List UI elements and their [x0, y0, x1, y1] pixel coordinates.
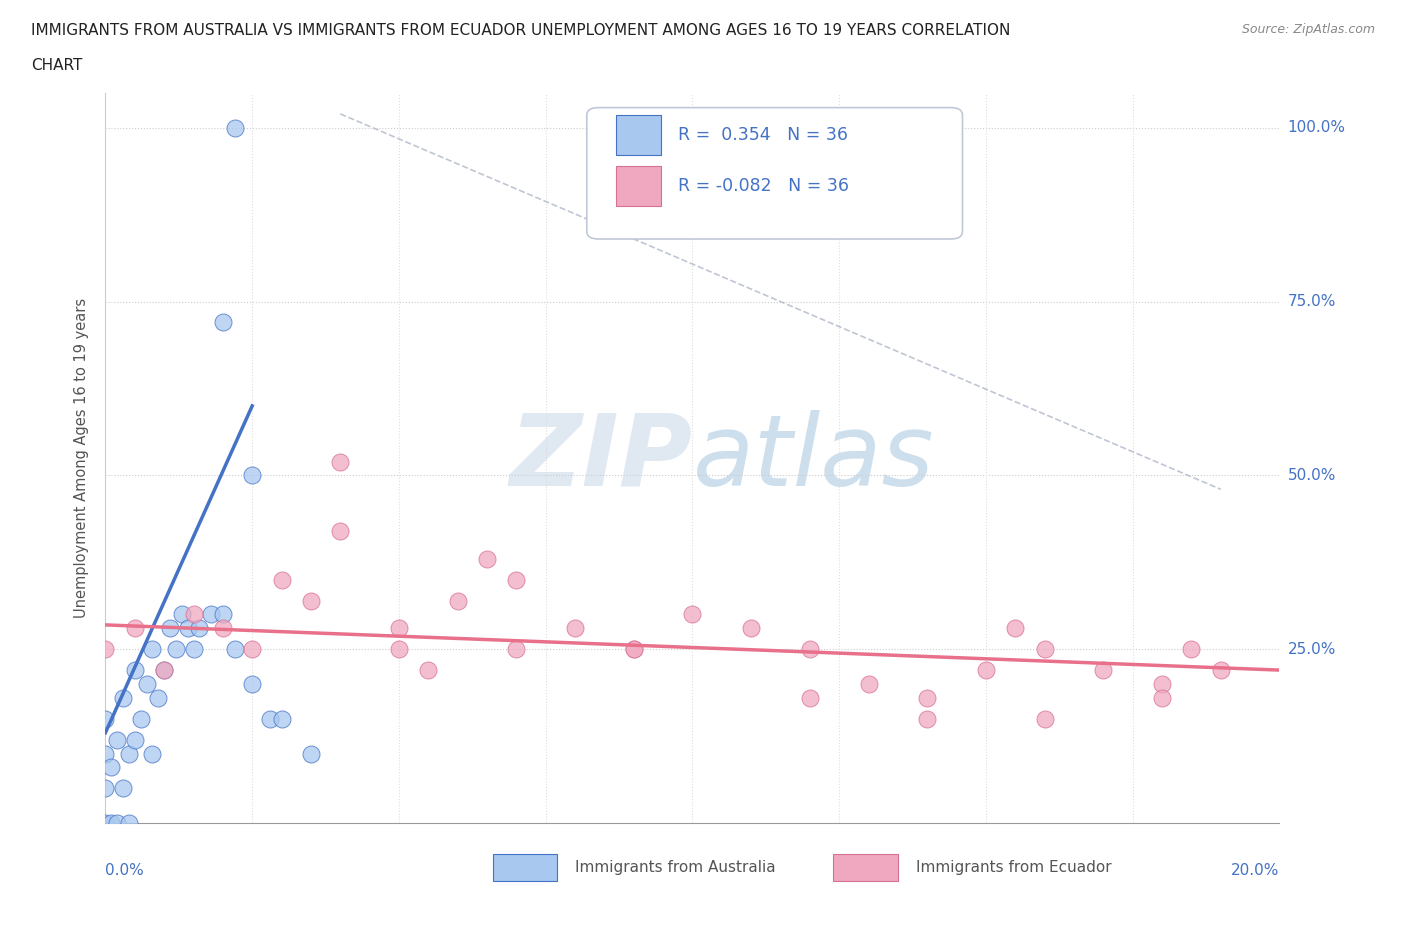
- Y-axis label: Unemployment Among Ages 16 to 19 years: Unemployment Among Ages 16 to 19 years: [75, 298, 90, 618]
- Point: [1033, 711, 1056, 726]
- Bar: [616, 166, 661, 206]
- Point: [259, 711, 281, 726]
- Point: [329, 524, 352, 538]
- Point: [211, 607, 233, 622]
- Point: [564, 621, 586, 636]
- Point: [100, 816, 122, 830]
- Point: [141, 746, 163, 761]
- Bar: [834, 854, 898, 882]
- Point: [1092, 663, 1115, 678]
- Point: [118, 816, 141, 830]
- Point: [418, 663, 440, 678]
- Point: [329, 454, 352, 469]
- Point: [505, 642, 527, 657]
- Point: [124, 663, 146, 678]
- Point: [505, 572, 527, 587]
- Point: [1180, 642, 1202, 657]
- Point: [105, 732, 128, 747]
- Point: [170, 607, 193, 622]
- Text: 50.0%: 50.0%: [1288, 468, 1336, 483]
- Point: [623, 642, 645, 657]
- Point: [240, 676, 263, 691]
- Text: 0.0%: 0.0%: [105, 863, 145, 878]
- Point: [211, 315, 233, 330]
- Point: [100, 760, 122, 775]
- Point: [112, 781, 135, 796]
- Text: Immigrants from Australia: Immigrants from Australia: [575, 860, 776, 875]
- Point: [799, 642, 821, 657]
- Point: [135, 676, 157, 691]
- Point: [388, 642, 411, 657]
- Point: [388, 621, 411, 636]
- Text: atlas: atlas: [693, 409, 934, 507]
- Point: [740, 621, 762, 636]
- Point: [129, 711, 152, 726]
- Point: [682, 607, 704, 622]
- Point: [183, 607, 205, 622]
- Text: Source: ZipAtlas.com: Source: ZipAtlas.com: [1241, 23, 1375, 36]
- Text: R =  0.354   N = 36: R = 0.354 N = 36: [678, 126, 848, 144]
- Point: [141, 642, 163, 657]
- Text: 25.0%: 25.0%: [1288, 642, 1336, 657]
- Text: 20.0%: 20.0%: [1232, 863, 1279, 878]
- Point: [200, 607, 222, 622]
- Point: [148, 690, 170, 705]
- Point: [475, 551, 498, 566]
- Text: R = -0.082   N = 36: R = -0.082 N = 36: [678, 177, 849, 195]
- Bar: [494, 854, 557, 882]
- Point: [188, 621, 211, 636]
- Point: [176, 621, 198, 636]
- Point: [224, 120, 246, 135]
- Point: [224, 642, 246, 657]
- Point: [270, 711, 292, 726]
- Text: IMMIGRANTS FROM AUSTRALIA VS IMMIGRANTS FROM ECUADOR UNEMPLOYMENT AMONG AGES 16 : IMMIGRANTS FROM AUSTRALIA VS IMMIGRANTS …: [31, 23, 1011, 38]
- Text: ZIP: ZIP: [509, 409, 693, 507]
- Point: [1004, 621, 1026, 636]
- Point: [270, 572, 292, 587]
- Point: [240, 642, 263, 657]
- Point: [183, 642, 205, 657]
- FancyBboxPatch shape: [586, 108, 963, 239]
- Point: [94, 746, 117, 761]
- Text: 75.0%: 75.0%: [1288, 294, 1336, 309]
- Point: [153, 663, 176, 678]
- Text: Immigrants from Ecuador: Immigrants from Ecuador: [915, 860, 1111, 875]
- Point: [799, 690, 821, 705]
- Point: [94, 781, 117, 796]
- Text: CHART: CHART: [31, 58, 83, 73]
- Point: [1150, 676, 1173, 691]
- Point: [159, 621, 181, 636]
- Bar: [616, 115, 661, 155]
- Point: [153, 663, 176, 678]
- Point: [105, 816, 128, 830]
- Point: [94, 642, 117, 657]
- Point: [447, 593, 470, 608]
- Point: [1033, 642, 1056, 657]
- Point: [94, 711, 117, 726]
- Text: 100.0%: 100.0%: [1288, 120, 1346, 135]
- Point: [299, 593, 322, 608]
- Point: [974, 663, 997, 678]
- Point: [1209, 663, 1232, 678]
- Point: [118, 746, 141, 761]
- Point: [94, 816, 117, 830]
- Point: [240, 468, 263, 483]
- Point: [124, 732, 146, 747]
- Point: [917, 711, 939, 726]
- Point: [917, 690, 939, 705]
- Point: [858, 676, 880, 691]
- Point: [211, 621, 233, 636]
- Point: [299, 746, 322, 761]
- Point: [112, 690, 135, 705]
- Point: [623, 642, 645, 657]
- Point: [165, 642, 187, 657]
- Point: [124, 621, 146, 636]
- Point: [1150, 690, 1173, 705]
